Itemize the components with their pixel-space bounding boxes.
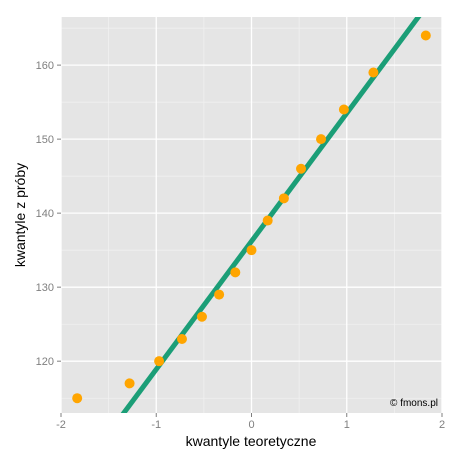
y-tick-label: 150	[36, 134, 54, 146]
data-point	[230, 267, 241, 278]
data-point	[338, 104, 349, 115]
x-axis-title: kwantyle teoretyczne	[186, 433, 317, 449]
reference-line-group	[120, 17, 422, 413]
x-tick-label: -2	[56, 419, 66, 431]
y-tick-label: 130	[36, 282, 54, 294]
grid-major	[60, 17, 443, 413]
x-tick-label: 2	[439, 419, 445, 431]
data-point	[296, 163, 307, 174]
data-point	[214, 289, 225, 300]
x-axis-ticks: -2 -1 0 1 2	[56, 413, 445, 431]
y-axis-title: kwantyle z próby	[12, 163, 28, 267]
data-point	[154, 356, 165, 367]
data-point	[246, 245, 257, 256]
data-point	[176, 333, 187, 344]
x-tick-label: 0	[248, 419, 254, 431]
data-point	[420, 30, 431, 41]
data-point	[262, 215, 273, 226]
x-tick-label: 1	[344, 419, 350, 431]
y-tick-label: 160	[36, 60, 54, 72]
data-point	[278, 193, 289, 204]
data-points	[72, 30, 431, 404]
data-point	[196, 311, 207, 322]
data-point	[124, 378, 135, 389]
reference-line	[120, 17, 422, 413]
y-tick-label: 140	[36, 208, 54, 220]
data-point	[316, 134, 327, 145]
watermark: © fmons.pl	[390, 398, 438, 409]
y-axis-ticks: 120 130 140 150 160	[36, 60, 61, 368]
x-tick-label: -1	[151, 419, 161, 431]
data-point	[368, 67, 379, 78]
data-point	[72, 393, 83, 404]
y-tick-label: 120	[36, 356, 54, 368]
